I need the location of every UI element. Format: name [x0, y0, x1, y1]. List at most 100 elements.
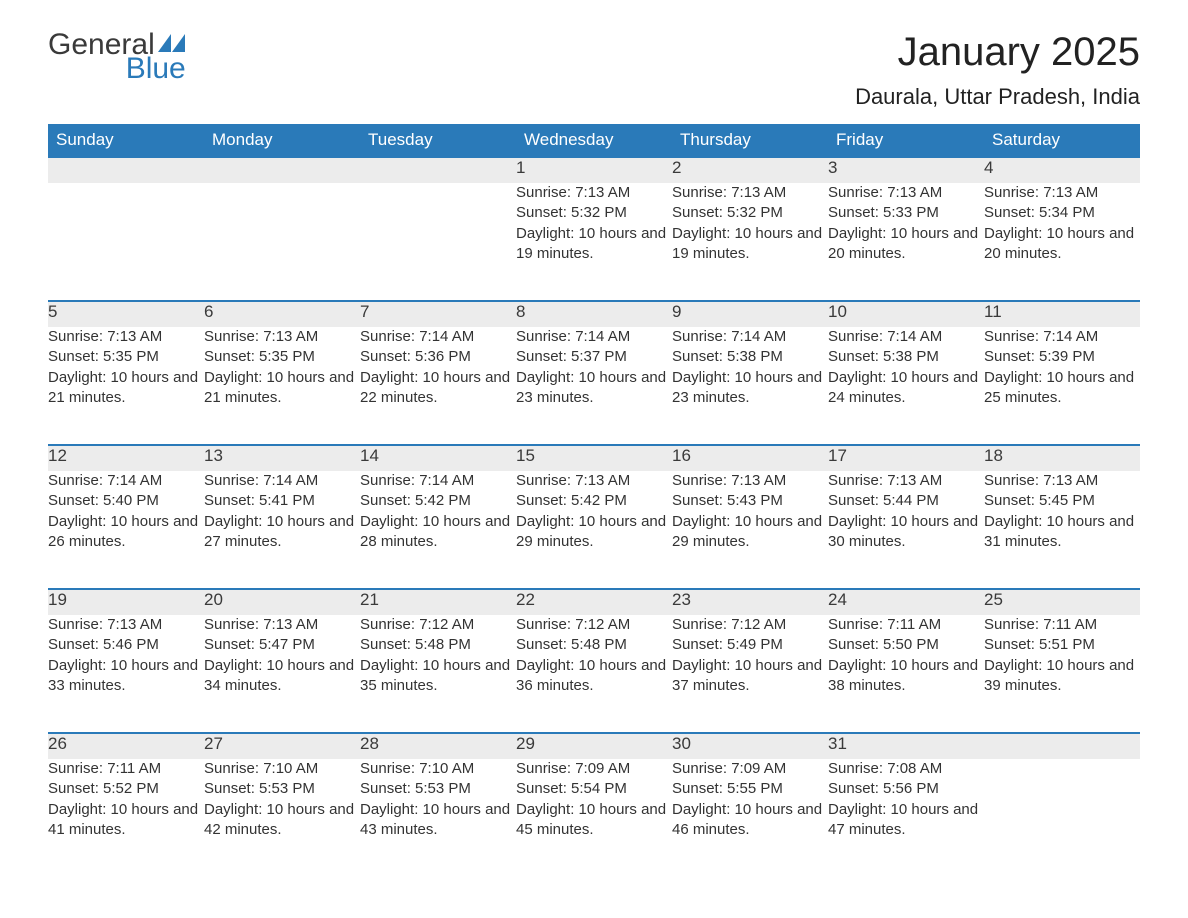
daynum-26: 26: [48, 733, 204, 759]
sunset-line: Sunset: 5:32 PM: [672, 203, 828, 223]
sunset-line: Sunset: 5:56 PM: [828, 779, 984, 799]
daynum-9: 9: [672, 301, 828, 327]
sunrise-line: Sunrise: 7:13 AM: [672, 471, 828, 491]
daybody-6: Sunrise: 7:13 AMSunset: 5:35 PMDaylight:…: [204, 327, 360, 445]
daybody-22: Sunrise: 7:12 AMSunset: 5:48 PMDaylight:…: [516, 615, 672, 733]
daybody-10: Sunrise: 7:14 AMSunset: 5:38 PMDaylight:…: [828, 327, 984, 445]
daynum-21: 21: [360, 589, 516, 615]
sunset-line: Sunset: 5:49 PM: [672, 635, 828, 655]
day-header-row: SundayMondayTuesdayWednesdayThursdayFrid…: [48, 125, 1140, 158]
daylight-line: Daylight: 10 hours and 38 minutes.: [828, 656, 984, 697]
week-2-body-row: Sunrise: 7:14 AMSunset: 5:40 PMDaylight:…: [48, 471, 1140, 589]
daynum-10: 10: [828, 301, 984, 327]
daybody-2: Sunrise: 7:13 AMSunset: 5:32 PMDaylight:…: [672, 183, 828, 301]
daylight-line: Daylight: 10 hours and 19 minutes.: [672, 224, 828, 265]
daylight-line: Daylight: 10 hours and 47 minutes.: [828, 800, 984, 841]
daybody-4: Sunrise: 7:13 AMSunset: 5:34 PMDaylight:…: [984, 183, 1140, 301]
sunrise-line: Sunrise: 7:11 AM: [48, 759, 204, 779]
daylight-line: Daylight: 10 hours and 19 minutes.: [516, 224, 672, 265]
daylight-line: Daylight: 10 hours and 34 minutes.: [204, 656, 360, 697]
daybody-15: Sunrise: 7:13 AMSunset: 5:42 PMDaylight:…: [516, 471, 672, 589]
daybody-7: Sunrise: 7:14 AMSunset: 5:36 PMDaylight:…: [360, 327, 516, 445]
sunrise-line: Sunrise: 7:13 AM: [984, 183, 1140, 203]
sunset-line: Sunset: 5:53 PM: [360, 779, 516, 799]
daynum-28: 28: [360, 733, 516, 759]
month-title: January 2025: [855, 30, 1140, 74]
sunset-line: Sunset: 5:35 PM: [204, 347, 360, 367]
sunrise-line: Sunrise: 7:13 AM: [984, 471, 1140, 491]
daylight-line: Daylight: 10 hours and 39 minutes.: [984, 656, 1140, 697]
daynum-6: 6: [204, 301, 360, 327]
sunset-line: Sunset: 5:52 PM: [48, 779, 204, 799]
daybody-12: Sunrise: 7:14 AMSunset: 5:40 PMDaylight:…: [48, 471, 204, 589]
sunset-line: Sunset: 5:39 PM: [984, 347, 1140, 367]
daybody-5: Sunrise: 7:13 AMSunset: 5:35 PMDaylight:…: [48, 327, 204, 445]
sunset-line: Sunset: 5:54 PM: [516, 779, 672, 799]
sunset-line: Sunset: 5:37 PM: [516, 347, 672, 367]
daylight-line: Daylight: 10 hours and 36 minutes.: [516, 656, 672, 697]
daybody-30: Sunrise: 7:09 AMSunset: 5:55 PMDaylight:…: [672, 759, 828, 877]
sunset-line: Sunset: 5:38 PM: [828, 347, 984, 367]
daybody-14: Sunrise: 7:14 AMSunset: 5:42 PMDaylight:…: [360, 471, 516, 589]
daylight-line: Daylight: 10 hours and 27 minutes.: [204, 512, 360, 553]
daylight-line: Daylight: 10 hours and 45 minutes.: [516, 800, 672, 841]
daynum-12: 12: [48, 445, 204, 471]
daylight-line: Daylight: 10 hours and 35 minutes.: [360, 656, 516, 697]
sunset-line: Sunset: 5:33 PM: [828, 203, 984, 223]
sunrise-line: Sunrise: 7:14 AM: [204, 471, 360, 491]
daybody-11: Sunrise: 7:14 AMSunset: 5:39 PMDaylight:…: [984, 327, 1140, 445]
daylight-line: Daylight: 10 hours and 31 minutes.: [984, 512, 1140, 553]
sunset-line: Sunset: 5:45 PM: [984, 491, 1140, 511]
empty-daybody: [360, 183, 516, 301]
daynum-8: 8: [516, 301, 672, 327]
week-4-body-row: Sunrise: 7:11 AMSunset: 5:52 PMDaylight:…: [48, 759, 1140, 877]
daylight-line: Daylight: 10 hours and 30 minutes.: [828, 512, 984, 553]
daylight-line: Daylight: 10 hours and 43 minutes.: [360, 800, 516, 841]
sunset-line: Sunset: 5:40 PM: [48, 491, 204, 511]
calendar-body: 1234 Sunrise: 7:13 AMSunset: 5:32 PMDayl…: [48, 157, 1140, 877]
sunrise-line: Sunrise: 7:13 AM: [204, 327, 360, 347]
day-header-sunday: Sunday: [48, 125, 204, 158]
daynum-2: 2: [672, 157, 828, 183]
daynum-27: 27: [204, 733, 360, 759]
brand-logo: General Blue: [48, 30, 186, 84]
daylight-line: Daylight: 10 hours and 29 minutes.: [672, 512, 828, 553]
sunset-line: Sunset: 5:55 PM: [672, 779, 828, 799]
location: Daurala, Uttar Pradesh, India: [855, 84, 1140, 110]
daybody-24: Sunrise: 7:11 AMSunset: 5:50 PMDaylight:…: [828, 615, 984, 733]
daybody-16: Sunrise: 7:13 AMSunset: 5:43 PMDaylight:…: [672, 471, 828, 589]
week-0-daynum-row: 1234: [48, 157, 1140, 183]
daybody-25: Sunrise: 7:11 AMSunset: 5:51 PMDaylight:…: [984, 615, 1140, 733]
sunrise-line: Sunrise: 7:14 AM: [828, 327, 984, 347]
sunset-line: Sunset: 5:41 PM: [204, 491, 360, 511]
daylight-line: Daylight: 10 hours and 21 minutes.: [48, 368, 204, 409]
brand-line2: Blue: [126, 54, 186, 84]
daylight-line: Daylight: 10 hours and 42 minutes.: [204, 800, 360, 841]
sunset-line: Sunset: 5:36 PM: [360, 347, 516, 367]
empty-daybody: [984, 759, 1140, 877]
sunrise-line: Sunrise: 7:13 AM: [828, 471, 984, 491]
sunrise-line: Sunrise: 7:14 AM: [516, 327, 672, 347]
sunset-line: Sunset: 5:42 PM: [360, 491, 516, 511]
daynum-4: 4: [984, 157, 1140, 183]
daybody-17: Sunrise: 7:13 AMSunset: 5:44 PMDaylight:…: [828, 471, 984, 589]
daynum-13: 13: [204, 445, 360, 471]
daylight-line: Daylight: 10 hours and 46 minutes.: [672, 800, 828, 841]
sunrise-line: Sunrise: 7:13 AM: [48, 327, 204, 347]
sunset-line: Sunset: 5:42 PM: [516, 491, 672, 511]
daynum-7: 7: [360, 301, 516, 327]
daynum-31: 31: [828, 733, 984, 759]
sunrise-line: Sunrise: 7:11 AM: [828, 615, 984, 635]
daybody-19: Sunrise: 7:13 AMSunset: 5:46 PMDaylight:…: [48, 615, 204, 733]
daybody-18: Sunrise: 7:13 AMSunset: 5:45 PMDaylight:…: [984, 471, 1140, 589]
daylight-line: Daylight: 10 hours and 20 minutes.: [828, 224, 984, 265]
daynum-1: 1: [516, 157, 672, 183]
daylight-line: Daylight: 10 hours and 24 minutes.: [828, 368, 984, 409]
sunrise-line: Sunrise: 7:14 AM: [984, 327, 1140, 347]
daylight-line: Daylight: 10 hours and 22 minutes.: [360, 368, 516, 409]
week-2-daynum-row: 12131415161718: [48, 445, 1140, 471]
daylight-line: Daylight: 10 hours and 41 minutes.: [48, 800, 204, 841]
sunset-line: Sunset: 5:43 PM: [672, 491, 828, 511]
calendar-table: SundayMondayTuesdayWednesdayThursdayFrid…: [48, 124, 1140, 877]
sunset-line: Sunset: 5:48 PM: [360, 635, 516, 655]
